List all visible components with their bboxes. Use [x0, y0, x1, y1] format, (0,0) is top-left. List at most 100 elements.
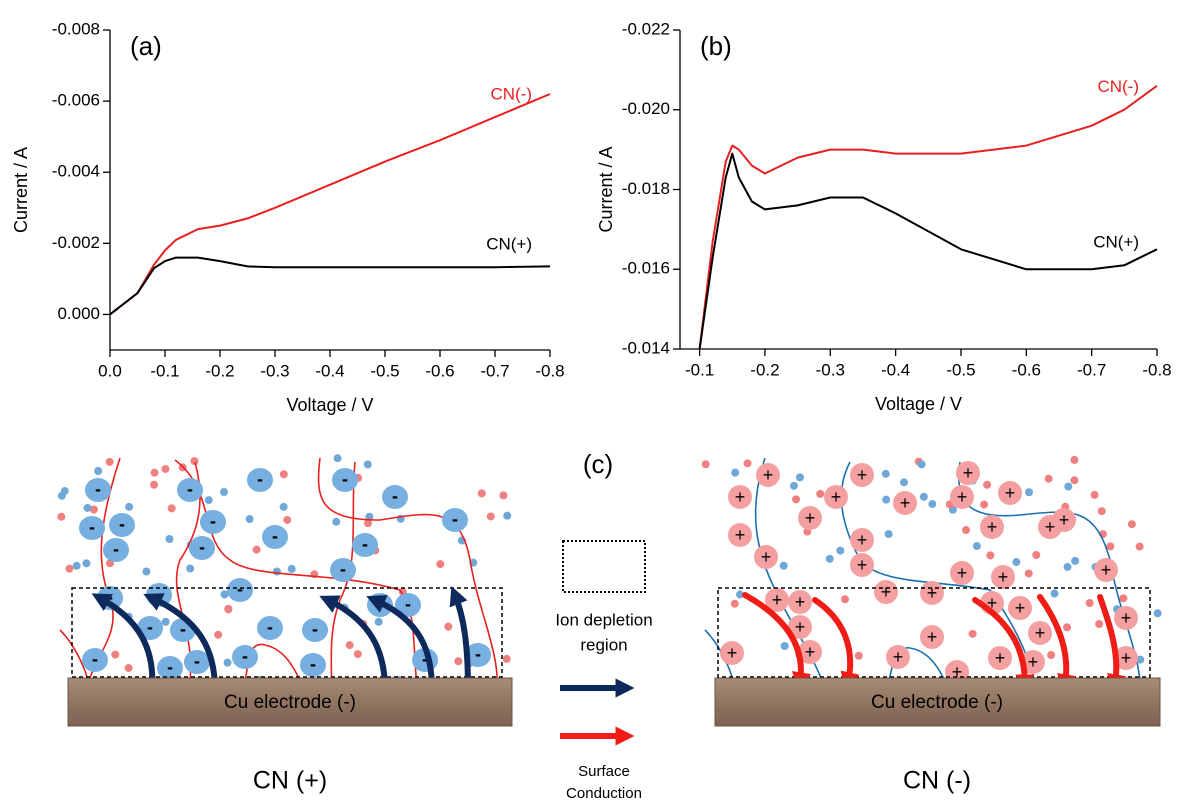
y-axis-title: Current / A [596, 146, 616, 232]
cation-sign: + [735, 487, 746, 507]
cation-sign: + [881, 582, 892, 602]
ion-dot [1090, 490, 1099, 499]
cation [788, 615, 812, 639]
ion-dot [731, 468, 740, 477]
cation-sign: + [987, 517, 998, 537]
ion-dot [980, 500, 989, 509]
ion-dot [881, 469, 890, 478]
ion-dot [364, 519, 373, 528]
ion-dot [499, 491, 508, 500]
anion-sign: - [272, 526, 278, 546]
anion [189, 536, 215, 560]
cation [991, 565, 1015, 589]
electrode [714, 677, 1161, 727]
ion-dot [882, 495, 891, 504]
ion-dot [224, 604, 233, 613]
cation-sign: + [772, 590, 783, 610]
ion-dot [353, 650, 362, 659]
cation [850, 528, 874, 552]
cation [956, 461, 980, 485]
cation [920, 625, 944, 649]
ion-dot [111, 650, 120, 659]
x-tick-label: -0.5 [946, 360, 975, 379]
y-tick-label: -0.020 [622, 99, 670, 118]
anion-sign: - [475, 644, 481, 664]
anion [302, 618, 328, 642]
ion-dot [72, 561, 81, 570]
cation-sign: + [727, 643, 738, 663]
anion-sign: - [89, 517, 95, 537]
ion-dot [150, 468, 159, 477]
y-tick-label: -0.018 [622, 179, 670, 198]
cation-sign: + [857, 530, 868, 550]
anion [330, 558, 356, 582]
y-tick-label: -0.006 [52, 91, 100, 110]
cation-sign: + [1028, 652, 1039, 672]
y-tick-label: -0.004 [52, 162, 100, 181]
anion [227, 578, 253, 602]
ion-dot [252, 545, 261, 554]
ion-dot [332, 517, 341, 526]
anion-sign: - [194, 651, 200, 671]
cation [1038, 515, 1062, 539]
cation [850, 553, 874, 577]
x-axis-title: Voltage / V [286, 395, 373, 415]
cation-sign: + [927, 583, 938, 603]
cation [893, 491, 917, 515]
anion [395, 593, 421, 617]
ion-dot [1064, 482, 1073, 491]
ion-dot [333, 454, 342, 463]
y-tick-label: -0.022 [622, 19, 670, 38]
ion-dot [186, 564, 195, 573]
ion-dot [65, 564, 74, 573]
x-tick-label: 0.0 [98, 361, 122, 380]
ion-dot [968, 629, 977, 638]
ion-dot [105, 457, 114, 466]
depletion-region [717, 587, 1151, 678]
ion-dot [1032, 550, 1041, 559]
ion-dot [919, 492, 928, 501]
x-tick-label: -0.7 [1077, 360, 1106, 379]
ion-dot [701, 460, 710, 469]
ion-dot [1135, 542, 1144, 551]
anion-sign: - [340, 559, 346, 579]
flow-arrows-right [742, 592, 1127, 694]
legend-label: Ion depletion [555, 610, 652, 629]
anion-sign: - [119, 514, 125, 534]
ion-dot [83, 503, 92, 512]
ion-dot [223, 658, 232, 667]
x-tick-label: -0.3 [260, 361, 289, 380]
ion-dot [1119, 594, 1128, 603]
ion-dot [816, 489, 825, 498]
anion-sign: - [167, 657, 173, 677]
y-tick-label: -0.002 [52, 233, 100, 252]
anion-sign: - [405, 594, 411, 614]
anion [184, 650, 210, 674]
x-axis-title: Voltage / V [875, 394, 962, 414]
cation [950, 485, 974, 509]
cation-sign: + [857, 555, 868, 575]
ion-dot [165, 534, 174, 543]
y-tick-label: -0.008 [52, 19, 100, 38]
cation [886, 645, 910, 669]
legend-label: Surface [578, 763, 630, 780]
cation [798, 506, 822, 530]
ion-dot [1070, 476, 1079, 485]
ion-dot [884, 530, 893, 539]
ion-dot [161, 464, 170, 473]
cation-sign: + [805, 508, 816, 528]
ion-dot [454, 657, 463, 666]
ion-dot [502, 654, 511, 663]
anion-sign: - [342, 469, 348, 489]
ion-dot [272, 567, 281, 576]
ion-dot [1070, 455, 1079, 464]
ion-dot [374, 617, 383, 626]
ion-dot [730, 599, 739, 608]
ion-dot [792, 495, 801, 504]
anion-sign: - [392, 486, 398, 506]
cation [754, 545, 778, 569]
ion-dot [124, 663, 133, 672]
cation [980, 515, 1004, 539]
cation [824, 485, 848, 509]
electrode-label: Cu electrode (-) [224, 692, 356, 713]
